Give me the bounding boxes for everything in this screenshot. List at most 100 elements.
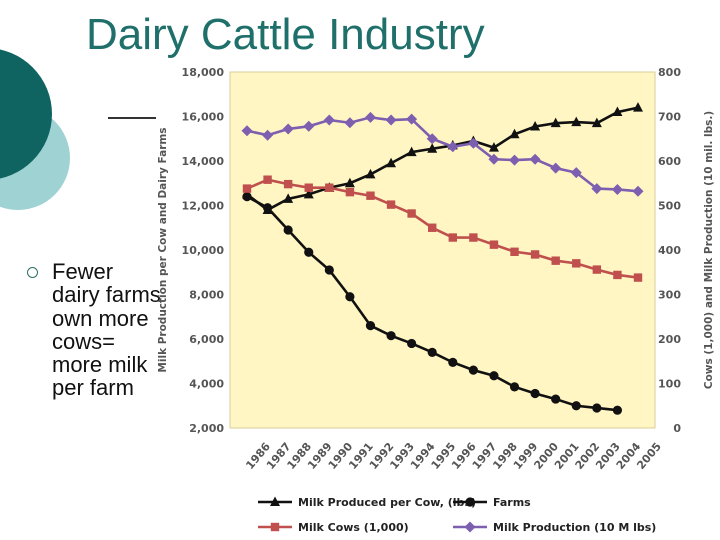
data-point — [488, 153, 500, 165]
data-point — [591, 117, 602, 128]
data-point — [633, 273, 643, 282]
data-point — [612, 106, 623, 117]
legend-label: Milk Production (10 M lbs) — [493, 521, 656, 534]
legend-label: Milk Cows (1,000) — [298, 521, 409, 534]
y-right-tick-label: 800 — [658, 66, 681, 79]
data-point — [591, 183, 603, 195]
series-square — [242, 175, 643, 282]
data-point — [489, 371, 499, 381]
y-left-tick-label: 10,000 — [182, 244, 225, 257]
data-point — [282, 123, 294, 135]
data-point — [262, 129, 274, 141]
data-point — [551, 256, 560, 265]
plot-area — [229, 71, 656, 429]
y-right-tick-label: 100 — [658, 378, 681, 391]
y-right-tick-label: 0 — [673, 422, 681, 435]
data-point — [241, 125, 253, 137]
data-point — [345, 292, 355, 302]
y-right-tick-label: 500 — [658, 200, 681, 213]
y-left-axis-title: Milk Production per Cow and Dairy Farms — [157, 127, 169, 372]
data-point — [283, 179, 293, 189]
data-point — [303, 188, 314, 199]
data-point — [323, 114, 335, 126]
y-left-tick-label: 16,000 — [182, 111, 225, 124]
data-point — [632, 185, 644, 197]
data-point — [592, 403, 602, 413]
data-point — [406, 146, 417, 157]
data-point — [571, 401, 581, 411]
data-point — [448, 233, 457, 242]
y-left-tick-label: 14,000 — [182, 155, 225, 168]
data-point — [468, 365, 478, 375]
legend-entry: Milk Production (10 M lbs) — [453, 521, 656, 534]
y-right-axis-title: Cows (1,000) and Milk Production (10 mil… — [703, 111, 715, 389]
data-point — [407, 338, 417, 349]
y-right-tick-label: 200 — [658, 333, 681, 346]
legend-entry: Farms — [453, 496, 531, 509]
y-right-tick-label: 400 — [658, 244, 681, 257]
data-point — [428, 223, 437, 232]
y-left-tick-label: 6,000 — [189, 333, 224, 346]
bullet-circle-icon — [27, 267, 38, 278]
data-point — [427, 347, 437, 357]
data-point — [467, 137, 479, 149]
data-point — [509, 128, 520, 139]
bullet-text: Fewer dairy farms own more cows= more mi… — [52, 259, 161, 401]
data-point — [270, 496, 280, 506]
data-point — [551, 394, 561, 404]
data-point — [469, 233, 478, 242]
data-point — [489, 240, 499, 249]
data-point — [611, 183, 623, 195]
data-point — [365, 168, 376, 179]
data-point — [612, 405, 623, 415]
data-point — [509, 382, 520, 392]
y-right-tick-label: 700 — [658, 111, 681, 124]
data-point — [344, 117, 356, 129]
data-point — [242, 184, 252, 193]
y-left-tick-label: 8,000 — [189, 289, 224, 302]
data-point — [283, 193, 294, 203]
data-point — [426, 133, 438, 145]
data-point — [464, 521, 476, 533]
data-point — [572, 259, 581, 268]
data-point — [427, 143, 438, 153]
data-point — [530, 121, 541, 131]
y-right-tick-label: 300 — [658, 289, 681, 302]
data-point — [570, 167, 582, 179]
data-point — [613, 270, 622, 280]
y-left-tick-label: 12,000 — [182, 200, 225, 213]
data-point — [571, 116, 582, 127]
data-point — [529, 153, 541, 165]
data-point — [386, 200, 396, 209]
data-point — [448, 357, 458, 367]
data-point — [530, 388, 540, 399]
data-point — [465, 497, 475, 507]
data-point — [366, 191, 375, 200]
data-point — [633, 102, 643, 112]
data-point — [509, 154, 521, 166]
series-diamond — [241, 111, 644, 197]
data-point — [530, 250, 540, 259]
title-underline — [108, 117, 156, 119]
data-point — [407, 209, 416, 218]
y-left-tick-label: 18,000 — [182, 66, 225, 79]
dairy-chart: 2,000 4,000 6,000 8,000 10,000 12,000 14,000 16… — [157, 66, 715, 534]
data-point — [447, 141, 459, 153]
data-point — [364, 111, 376, 123]
data-point — [386, 331, 396, 341]
data-point — [242, 192, 252, 202]
data-point — [345, 187, 355, 197]
data-point — [325, 183, 334, 192]
legend-entry: Milk Produced per Cow, (lbs) — [258, 496, 476, 509]
y-left-tick-label: 2,000 — [189, 422, 224, 435]
data-point — [262, 203, 273, 213]
data-point — [365, 321, 376, 331]
legend-label: Milk Produced per Cow, (lbs) — [298, 496, 476, 509]
data-point — [303, 120, 315, 132]
series-circle — [242, 192, 623, 415]
data-point — [592, 265, 602, 274]
slide-title: Dairy Cattle Industry — [86, 10, 485, 59]
y-right-tick-label: 600 — [658, 155, 681, 168]
data-point — [344, 177, 355, 188]
